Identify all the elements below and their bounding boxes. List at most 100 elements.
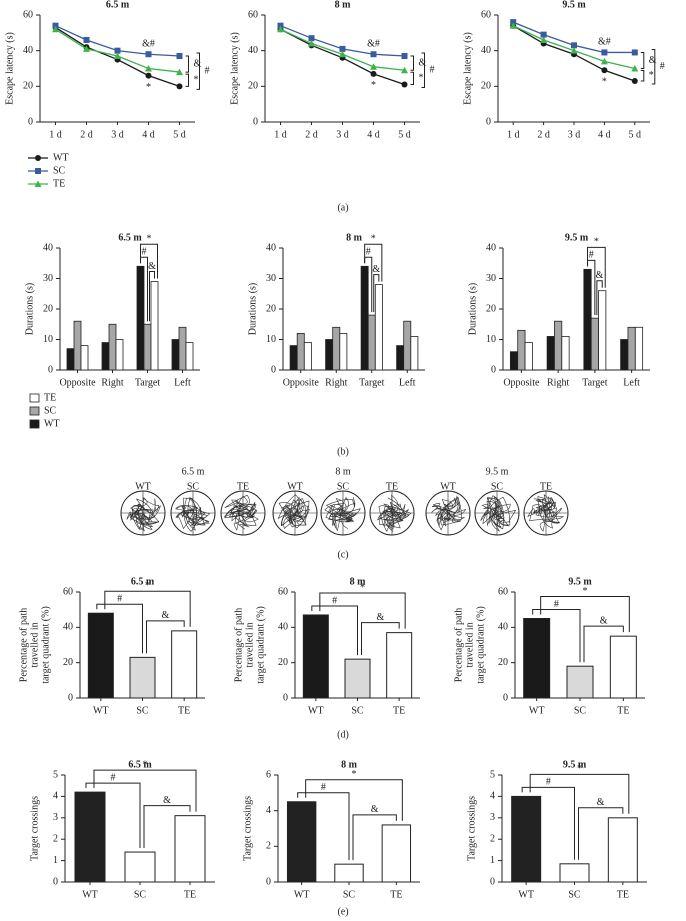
y-axis-label: travelled in — [464, 622, 475, 667]
significance-bracket — [185, 73, 189, 87]
x-tick-label: Left — [623, 377, 640, 388]
marker — [308, 35, 315, 42]
legend-label: TE — [53, 178, 65, 189]
y-axis-label: target quadrant (%) — [40, 606, 51, 684]
annotation: & — [419, 57, 427, 68]
bar — [325, 339, 334, 371]
bar — [386, 632, 413, 699]
bar — [523, 618, 551, 699]
marker — [277, 25, 284, 33]
marker — [176, 68, 183, 76]
x-tick-label: 1 d — [507, 129, 520, 140]
bar — [524, 342, 533, 371]
y-tick-label: 0 — [503, 692, 508, 703]
bar — [143, 323, 152, 371]
y-axis-label: Durations (s) — [467, 283, 478, 336]
significance-bracket — [146, 620, 185, 654]
x-tick-label: SC — [351, 705, 364, 716]
bar — [303, 342, 312, 371]
annotation: * — [194, 74, 199, 85]
y-tick-label: 10 — [266, 334, 276, 345]
x-tick-label: WT — [82, 889, 98, 900]
bar — [296, 332, 305, 371]
trace-label: WT — [135, 481, 151, 492]
significance-bracket — [104, 590, 191, 627]
chart-title: 6.5 m — [118, 232, 142, 243]
annotation: &# — [367, 39, 380, 50]
chart-title: 8 m — [335, 0, 352, 10]
significance-label: * — [371, 234, 376, 245]
significance-label: # — [554, 599, 559, 610]
x-tick-label: Left — [399, 377, 416, 388]
panel-label: (c) — [337, 549, 348, 560]
significance-label: # — [321, 782, 326, 793]
y-tick-label: 40 — [63, 622, 73, 633]
y-tick-label: 2 — [266, 841, 271, 852]
trace-label: SC — [337, 481, 350, 492]
x-tick-label: Right — [325, 377, 347, 388]
y-tick-label: 40 — [43, 242, 53, 253]
y-tick-label: 1 — [490, 855, 495, 866]
y-tick-label: 10 — [486, 334, 496, 345]
bar — [360, 265, 369, 371]
swim-path — [527, 494, 564, 532]
significance-bracket — [140, 243, 158, 279]
x-tick-label: 2 d — [305, 129, 318, 140]
marker — [145, 51, 152, 58]
marker — [176, 83, 183, 90]
bar — [344, 658, 371, 699]
y-axis-label: Percentage of path — [233, 608, 244, 682]
y-tick-label: 40 — [498, 622, 508, 633]
x-tick-label: TE — [393, 705, 405, 716]
x-tick-label: 2 d — [80, 129, 93, 140]
marker — [401, 66, 408, 74]
significance-bracket — [96, 603, 143, 654]
marker — [114, 47, 121, 54]
y-axis-label: Escape latency (s) — [4, 32, 15, 105]
y-tick-label: 40 — [278, 622, 288, 633]
bar — [150, 281, 159, 371]
bar — [561, 336, 570, 371]
y-tick-label: 30 — [43, 273, 53, 284]
significance-label: * — [577, 764, 582, 775]
x-tick-label: 3 d — [336, 129, 349, 140]
marker — [600, 57, 608, 65]
significance-label: * — [147, 234, 152, 245]
y-axis-label: travelled in — [29, 622, 40, 667]
bar — [559, 863, 590, 883]
bar — [171, 630, 198, 699]
significance-label: & — [148, 261, 156, 272]
significance-bracket — [578, 807, 624, 860]
bar — [124, 851, 156, 883]
marker — [601, 49, 608, 56]
y-tick-label: 6 — [266, 769, 271, 780]
y-tick-label: 60 — [63, 586, 73, 597]
legend-marker — [34, 180, 42, 187]
x-tick-label: SC — [568, 889, 581, 900]
bar — [332, 326, 341, 371]
y-tick-label: 4 — [53, 791, 58, 802]
marker — [370, 70, 377, 77]
annotation: * — [371, 80, 376, 91]
significance-bracket — [540, 596, 630, 633]
x-tick-label: TE — [390, 889, 402, 900]
significance-bracket — [421, 52, 425, 89]
x-tick-label: Target — [359, 377, 384, 388]
significance-bracket — [410, 71, 414, 86]
marker — [571, 42, 577, 49]
swim-path — [377, 494, 412, 532]
x-tick-label: Opposite — [283, 377, 320, 388]
y-axis-label: Durations (s) — [24, 283, 35, 336]
x-tick-label: Right — [101, 377, 123, 388]
x-tick-label: 3 d — [568, 129, 581, 140]
x-tick-label: 5 d — [173, 129, 186, 140]
bar — [339, 332, 348, 371]
significance-bracket — [297, 792, 350, 861]
marker — [540, 31, 547, 38]
trace-label: SC — [491, 481, 504, 492]
y-tick-label: 40 — [248, 45, 258, 56]
y-tick-label: 20 — [498, 657, 508, 668]
trace-label: WT — [440, 481, 456, 492]
chart-title: 6.5 m — [128, 759, 152, 770]
significance-bracket — [85, 782, 141, 849]
